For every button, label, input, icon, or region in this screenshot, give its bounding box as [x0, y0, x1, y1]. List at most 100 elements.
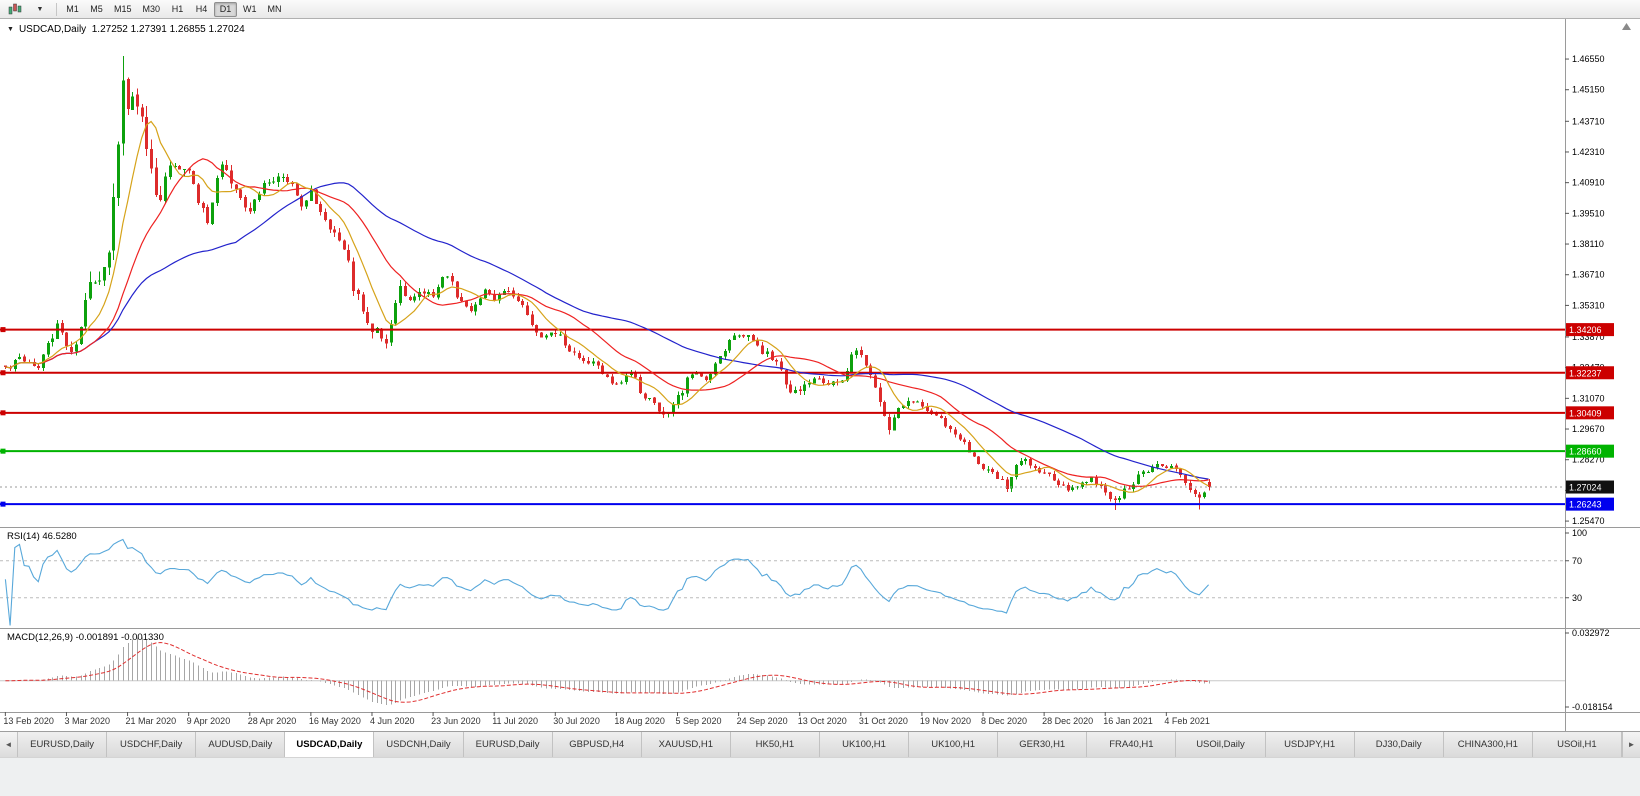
tab-usdchf-daily[interactable]: USDCHF,Daily [107, 732, 197, 757]
price-tag-1-28660: 1.28660 [1566, 444, 1614, 458]
ma-20-line [5, 158, 1209, 487]
svg-text:1.35310: 1.35310 [1572, 300, 1605, 310]
svg-text:-0.018154: -0.018154 [1572, 702, 1613, 712]
svg-text:1.45150: 1.45150 [1572, 85, 1605, 95]
svg-text:1.28270: 1.28270 [1572, 455, 1605, 465]
svg-text:1.28660: 1.28660 [1569, 447, 1602, 457]
timeframe-button-d1[interactable]: D1 [214, 1, 238, 17]
tab-usdjpy-h1[interactable]: USDJPY,H1 [1265, 732, 1355, 757]
svg-text:1.32237: 1.32237 [1569, 368, 1602, 378]
svg-text:1.33870: 1.33870 [1572, 332, 1605, 342]
svg-text:1.40910: 1.40910 [1572, 178, 1605, 188]
chart-tabs: EURUSD,Daily USDCHF,Daily AUDUSD,Daily USDC… [18, 732, 1622, 757]
price-tag-1-30409: 1.30409 [1566, 406, 1614, 420]
price-tag-1-26243: 1.26243 [1566, 497, 1614, 511]
tab-eurusd-daily[interactable]: EURUSD,Daily [18, 732, 108, 757]
tab-dj30-daily[interactable]: DJ30,Daily [1354, 732, 1444, 757]
svg-text:1.42310: 1.42310 [1572, 147, 1605, 157]
rsi-line [4, 538, 1210, 626]
toolbar-separator [56, 2, 57, 16]
tab-uk100-h1[interactable]: UK100,H1 [909, 732, 999, 757]
chart-menu-caret-icon[interactable]: ▼ [7, 26, 14, 33]
horizontal-lines [0, 327, 1565, 507]
svg-text:21 Mar 2020: 21 Mar 2020 [126, 716, 177, 726]
chart-ohlc-header: ▼ USDCAD,Daily 1.27252 1.27391 1.26855 1… [7, 24, 245, 35]
chart-title-text: USDCAD,Daily 1.27252 1.27391 1.26855 1.2… [18, 24, 245, 35]
chart-tabbar: ◄ EURUSD,Daily USDCHF,Daily AUDUSD,Daily US… [0, 731, 1640, 757]
timeframe-button-h1[interactable]: H1 [171, 4, 184, 14]
svg-text:0.032972: 0.032972 [1572, 628, 1610, 638]
svg-text:1.27024: 1.27024 [1569, 483, 1602, 493]
svg-text:9 Apr 2020: 9 Apr 2020 [187, 716, 231, 726]
svg-text:1.34206: 1.34206 [1569, 325, 1602, 335]
scroll-marker-icon[interactable] [1622, 23, 1631, 30]
timeframe-button-h4[interactable]: H4 [195, 4, 208, 14]
svg-text:1.46550: 1.46550 [1572, 54, 1605, 64]
svg-text:16 May 2020: 16 May 2020 [309, 716, 361, 726]
svg-text:24 Sep 2020: 24 Sep 2020 [737, 716, 788, 726]
price-tag-1-32237: 1.32237 [1566, 366, 1614, 380]
svg-text:28 Apr 2020: 28 Apr 2020 [248, 716, 297, 726]
svg-text:1.36710: 1.36710 [1572, 270, 1605, 280]
svg-text:28 Dec 2020: 28 Dec 2020 [1042, 716, 1093, 726]
tab-usoil-daily[interactable]: USOil,Daily [1176, 732, 1266, 757]
svg-text:1.30409: 1.30409 [1569, 408, 1602, 418]
svg-text:31 Oct 2020: 31 Oct 2020 [859, 716, 908, 726]
caret-down-glyph: ▼ [36, 5, 44, 13]
timeframe-button-m15[interactable]: M15 [114, 4, 132, 14]
tab-usdcad-daily[interactable]: USDCAD,Daily [285, 732, 375, 757]
tab-usoil-h1[interactable]: USOil,H1 [1532, 732, 1622, 757]
chart-type-icon[interactable] [3, 1, 27, 18]
svg-text:4 Feb 2021: 4 Feb 2021 [1164, 716, 1210, 726]
date-axis: 13 Feb 2020 3 Mar 2020 21 Mar 2020 9 Apr 20… [3, 712, 1210, 726]
tab-gbpusd-h4[interactable]: GBPUSD,H4 [552, 732, 642, 757]
tab-ger30-h1[interactable]: GER30,H1 [998, 732, 1088, 757]
svg-text:11 Jul 2020: 11 Jul 2020 [492, 716, 538, 726]
macd-label: MACD(12,26,9) -0.001891 -0.001330 [7, 632, 164, 643]
timeframe-buttons: M1 M5 M15 M30 H1 H4 D1 W1 MN [61, 1, 287, 17]
candlestick-series [4, 56, 1211, 510]
svg-text:1.31070: 1.31070 [1572, 393, 1605, 403]
timeframe-button-m1[interactable]: M1 [66, 4, 79, 14]
tab-eurusd-daily[interactable]: EURUSD,Daily [463, 732, 553, 757]
svg-text:30 Jul 2020: 30 Jul 2020 [553, 716, 600, 726]
timeframe-button-m5[interactable]: M5 [90, 4, 103, 14]
rsi-label: RSI(14) 46.5280 [7, 531, 77, 542]
chart-type-glyph [8, 3, 22, 15]
svg-text:8 Dec 2020: 8 Dec 2020 [981, 716, 1027, 726]
tab-hk50-h1[interactable]: HK50,H1 [730, 732, 820, 757]
svg-text:70: 70 [1572, 556, 1582, 566]
ma-50-line [5, 182, 1209, 480]
svg-text:1.39510: 1.39510 [1572, 208, 1605, 218]
svg-text:13 Feb 2020: 13 Feb 2020 [3, 716, 54, 726]
ma-8-line [5, 120, 1209, 493]
status-bar [0, 757, 1640, 796]
chart-dropdown-caret-icon[interactable]: ▼ [28, 1, 52, 18]
timeframe-button-mn[interactable]: MN [267, 4, 282, 14]
svg-text:16 Jan 2021: 16 Jan 2021 [1103, 716, 1153, 726]
timeframe-toolbar: ▼ M1 M5 M15 M30 H1 H4 D1 W1 MN [0, 0, 1640, 19]
tab-usdcnh-daily[interactable]: USDCNH,Daily [374, 732, 464, 757]
svg-text:1.43710: 1.43710 [1572, 116, 1605, 126]
svg-text:3 Mar 2020: 3 Mar 2020 [64, 716, 110, 726]
tab-fra40-h1[interactable]: FRA40,H1 [1087, 732, 1177, 757]
macd-histogram [10, 637, 1210, 706]
tab-audusd-daily[interactable]: AUDUSD,Daily [196, 732, 286, 757]
tab-xauusd-h1[interactable]: XAUUSD,H1 [641, 732, 731, 757]
tab-uk100-h1[interactable]: UK100,H1 [819, 732, 910, 757]
svg-text:100: 100 [1572, 528, 1587, 538]
timeframe-button-m30[interactable]: M30 [142, 4, 161, 14]
svg-text:5 Sep 2020: 5 Sep 2020 [676, 716, 722, 726]
svg-text:1.38110: 1.38110 [1572, 239, 1604, 249]
timeframe-button-w1[interactable]: W1 [243, 4, 257, 14]
svg-text:19 Nov 2020: 19 Nov 2020 [920, 716, 971, 726]
tabs-scroll-left-icon[interactable]: ◄ [0, 732, 18, 757]
svg-text:30: 30 [1572, 593, 1582, 603]
tabs-scroll-right-icon[interactable]: ► [1622, 732, 1640, 757]
svg-text:1.26243: 1.26243 [1569, 500, 1602, 510]
svg-text:1.29670: 1.29670 [1572, 424, 1605, 434]
svg-text:18 Aug 2020: 18 Aug 2020 [614, 716, 665, 726]
svg-text:13 Oct 2020: 13 Oct 2020 [798, 716, 847, 726]
tab-china300-h1[interactable]: CHINA300,H1 [1443, 732, 1533, 757]
